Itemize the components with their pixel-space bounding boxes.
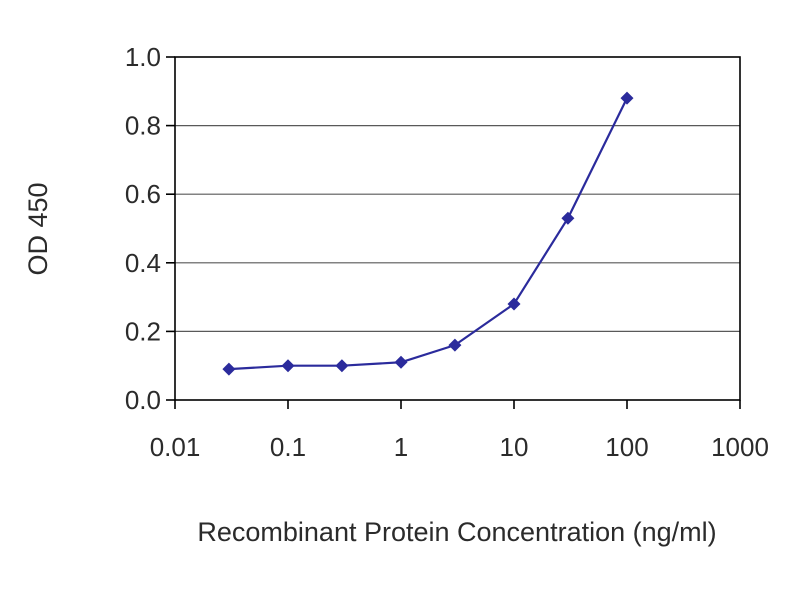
x-tick-label: 10 [500, 432, 529, 462]
data-point-marker [448, 338, 462, 352]
plot-area: 0.0 0.2 0.4 0.6 0.8 1.0 0.01 0.1 1 10 100 1000 [125, 42, 769, 462]
data-point-marker [394, 355, 408, 369]
x-tick-label: 1 [394, 432, 408, 462]
plot-border [174, 56, 741, 401]
y-tick-label: 0.4 [125, 248, 161, 278]
y-tick-label: 0.8 [125, 111, 161, 141]
y-tick-label: 0.2 [125, 316, 161, 346]
y-axis-title: OD 450 [23, 182, 53, 275]
x-tick-label: 1000 [711, 432, 769, 462]
y-tick-label: 0.0 [125, 385, 161, 415]
data-point-marker [335, 359, 349, 373]
data-point-marker [222, 362, 236, 376]
x-tick-label: 100 [605, 432, 648, 462]
data-point-marker [281, 359, 295, 373]
data-point-marker [620, 91, 634, 105]
x-tick-label: 0.01 [150, 432, 201, 462]
data-point-marker [507, 297, 521, 311]
y-tick-label: 0.6 [125, 179, 161, 209]
x-tick-label: 0.1 [270, 432, 306, 462]
series-line [228, 97, 628, 371]
y-tick-label: 1.0 [125, 42, 161, 72]
x-axis-title: Recombinant Protein Concentration (ng/ml… [197, 517, 716, 547]
data-point-marker [561, 211, 575, 225]
